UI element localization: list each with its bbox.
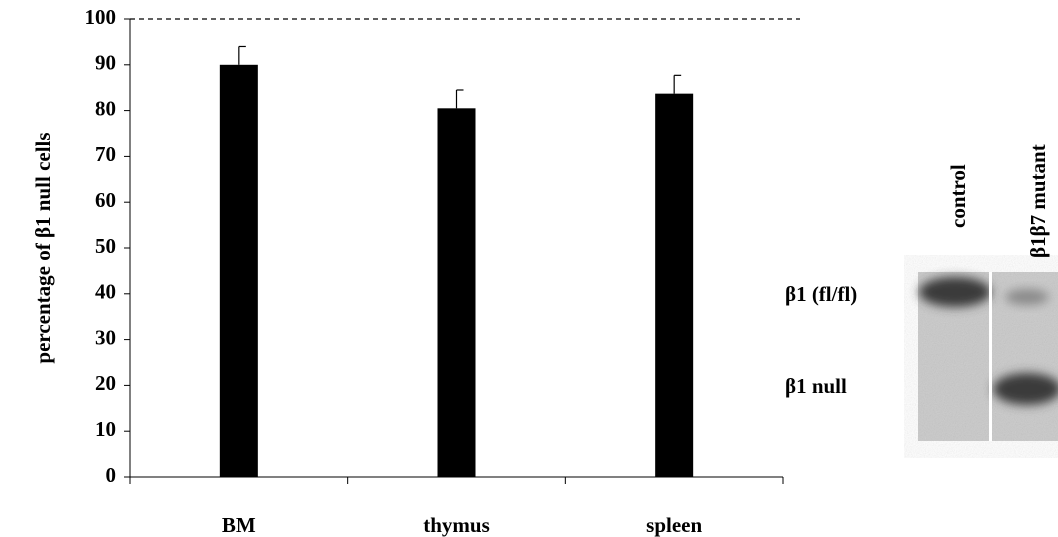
y-tick-label: 30 [95,325,116,349]
y-tick-label: 90 [95,51,116,75]
y-tick-label: 60 [95,188,116,212]
y-axis-label: percentage of β1 null cells [31,132,55,363]
y-tick-label: 80 [95,96,116,120]
error-bar [673,74,682,94]
y-tick-label: 40 [95,280,116,304]
bar [655,93,694,478]
gel-band-label: β1 null [785,374,847,398]
y-tick-label: 100 [85,5,117,29]
error-bar [455,89,464,109]
y-tick-label: 50 [95,234,116,258]
error-bar [238,45,246,65]
bar [219,64,258,478]
gel-lane-label: β1β7 mutant [1026,144,1050,258]
x-tick-label: thymus [423,513,490,537]
y-tick-label: 0 [106,463,117,487]
gel-band-label: β1 (fl/fl) [785,282,857,306]
y-tick-label: 10 [95,417,116,441]
bar [437,108,476,477]
y-tick-label: 70 [95,142,116,166]
gel-lane-label: control [946,164,970,228]
y-tick-label: 20 [95,371,116,395]
x-tick-label: spleen [646,513,702,537]
gel-image [918,272,1058,441]
x-tick-label: BM [222,513,256,537]
